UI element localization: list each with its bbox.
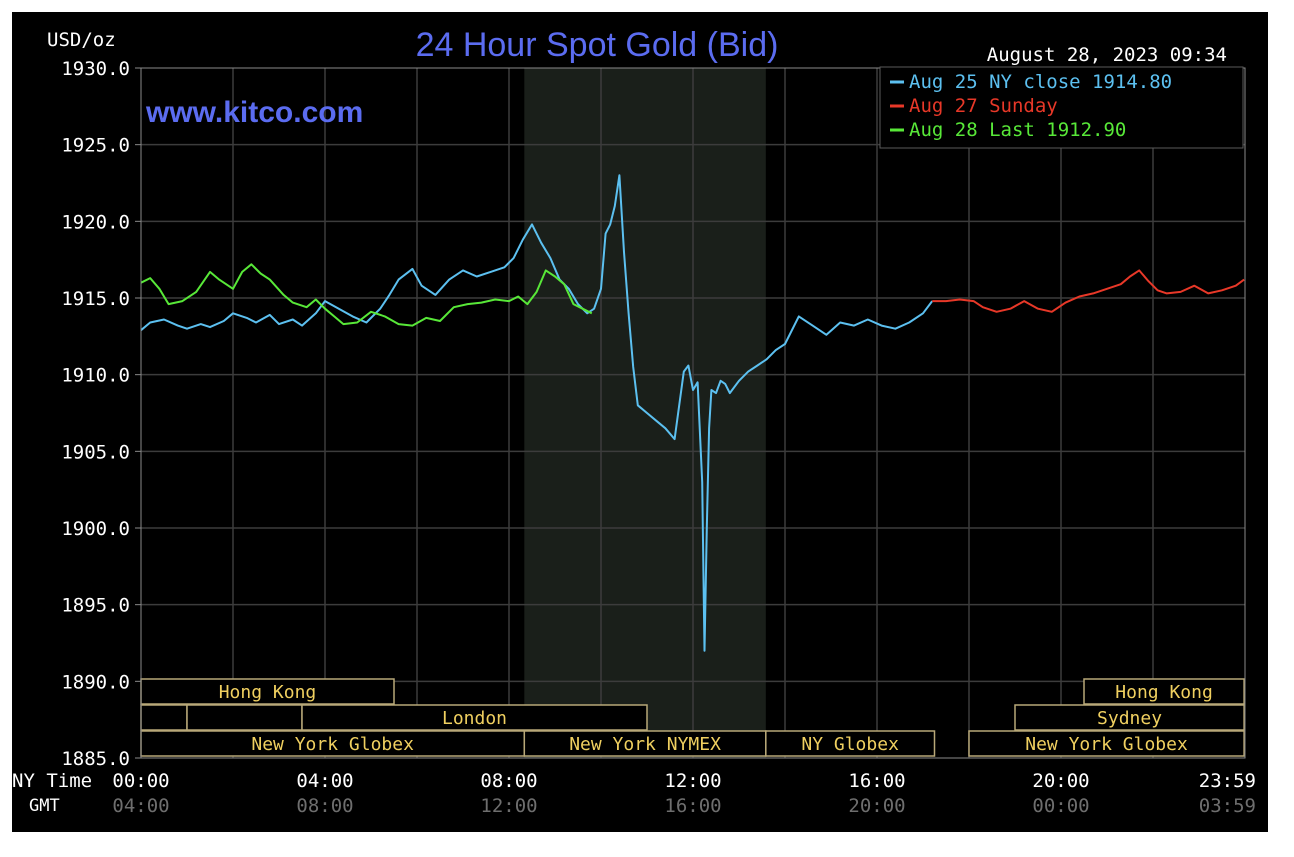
y-tick-label: 1930.0 (61, 58, 130, 80)
session-box (1083, 678, 1245, 705)
series-line (140, 174, 933, 652)
x2-tick-label: 20:00 (848, 795, 905, 817)
x-tick-label: 23:59 (1199, 770, 1256, 792)
chart-title: 24 Hour Spot Gold (Bid) (416, 26, 779, 64)
legend-entry: Aug 27 Sunday (909, 95, 1058, 117)
session-label: Sydney (1097, 708, 1162, 729)
x-tick-label: 16:00 (848, 770, 905, 792)
legend-entry: Aug 28 Last 1912.90 (909, 119, 1126, 141)
x-tick-label: 04:00 (296, 770, 353, 792)
x2-tick-label: 12:00 (480, 795, 537, 817)
session-label: NY Globex (801, 734, 899, 755)
session-box (765, 730, 936, 757)
series-line (140, 263, 593, 327)
x2-tick-label: 03:59 (1199, 795, 1256, 817)
x-tick-label: 00:00 (112, 770, 169, 792)
x2-tick-label: 16:00 (664, 795, 721, 817)
session-box (140, 678, 395, 705)
y-tick-label: 1905.0 (61, 441, 130, 463)
session-box (301, 704, 648, 731)
chart-timestamp: August 28, 2023 09:34 (987, 44, 1227, 66)
x2-tick-label: 00:00 (1032, 795, 1089, 817)
session-label: New York Globex (1025, 734, 1188, 755)
y-tick-label: 1895.0 (61, 595, 130, 617)
session-box (1014, 704, 1245, 731)
x-tick-label: 08:00 (480, 770, 537, 792)
y-tick-label: 1925.0 (61, 135, 130, 157)
nymex-highlight-band (524, 68, 766, 758)
x2-tick-label: 04:00 (112, 795, 169, 817)
series-line (932, 269, 1245, 313)
y-tick-label: 1915.0 (61, 288, 130, 310)
y-tick-label: 1910.0 (61, 365, 130, 387)
session-box (140, 704, 188, 731)
ny-time-row-label: NY Time (12, 770, 92, 792)
y-tick-label: 1890.0 (61, 671, 130, 693)
session-label: New York Globex (251, 734, 414, 755)
session-label: New York NYMEX (569, 734, 721, 755)
x-tick-label: 20:00 (1032, 770, 1089, 792)
source-watermark: www.kitco.com (145, 96, 363, 129)
x-tick-label: 12:00 (664, 770, 721, 792)
session-label: Hong Kong (219, 682, 317, 703)
session-label: London (442, 708, 507, 729)
gmt-row-label: GMT (29, 796, 60, 816)
legend-box (879, 66, 1244, 149)
session-label: Hong Kong (1115, 682, 1213, 703)
y-tick-label: 1885.0 (61, 748, 130, 770)
y-tick-label: 1900.0 (61, 518, 130, 540)
y-axis-label: USD/oz (47, 29, 116, 51)
y-tick-label: 1920.0 (61, 211, 130, 233)
x2-tick-label: 08:00 (296, 795, 353, 817)
session-box (523, 730, 767, 757)
legend-entry: Aug 25 NY close 1914.80 (909, 71, 1172, 93)
plot-border (140, 67, 1246, 759)
session-box (186, 704, 303, 731)
session-box (968, 730, 1245, 757)
